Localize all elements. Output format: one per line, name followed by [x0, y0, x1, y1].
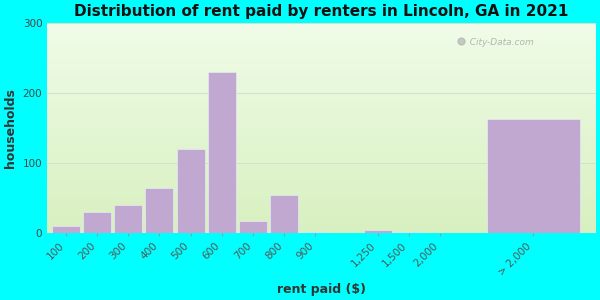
Bar: [52, 226, 80, 233]
Bar: [270, 195, 298, 233]
Bar: [145, 188, 173, 233]
Bar: [239, 220, 267, 233]
Bar: [487, 119, 580, 233]
Bar: [114, 205, 142, 233]
Text: City-Data.com: City-Data.com: [464, 38, 534, 47]
Bar: [176, 149, 205, 233]
Y-axis label: households: households: [4, 88, 17, 168]
Bar: [395, 232, 423, 233]
Bar: [301, 232, 329, 233]
Bar: [364, 230, 392, 233]
Bar: [83, 212, 111, 233]
X-axis label: rent paid ($): rent paid ($): [277, 283, 366, 296]
Bar: [208, 72, 236, 233]
Title: Distribution of rent paid by renters in Lincoln, GA in 2021: Distribution of rent paid by renters in …: [74, 4, 569, 19]
